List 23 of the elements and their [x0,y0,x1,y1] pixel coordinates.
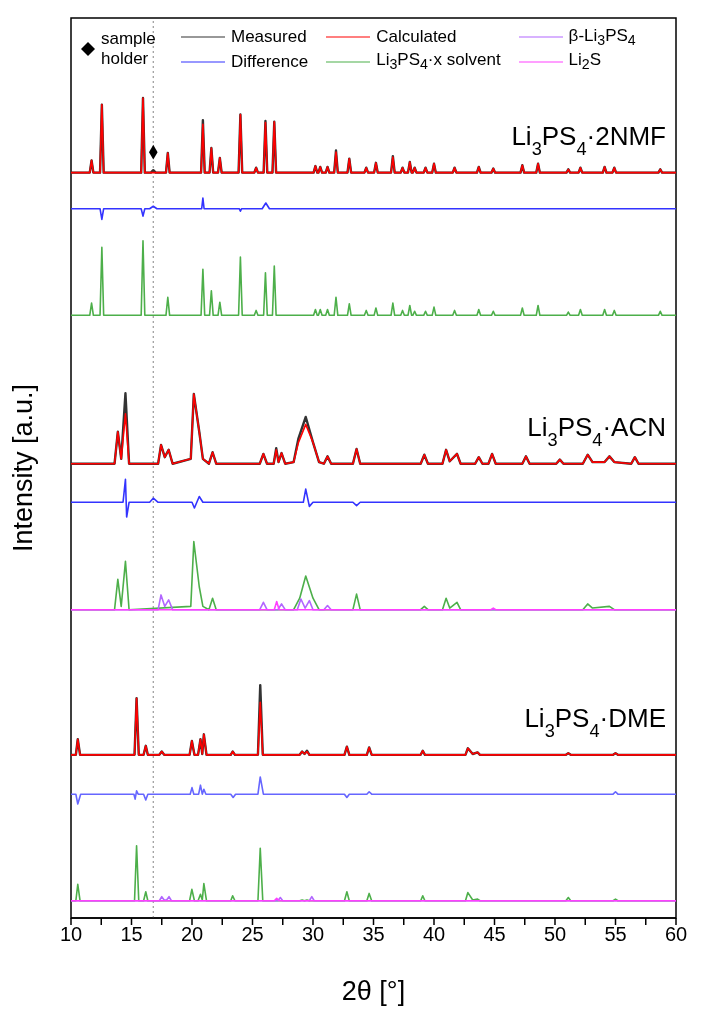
legend-label: β-Li$_{3}$PS$_{4}$ [568,26,636,49]
x-tick-label: 45 [483,923,506,946]
x-tick-label: 60 [664,923,688,946]
x-tick-label: 10 [59,923,83,946]
legend-label: Li$_{3}$PS$_{4}$·x solvent [376,50,501,73]
legend-label: Li$_{2}$S [568,50,602,73]
y-axis-title: Intensity [a.u.] [8,383,38,553]
annotation: Li$_{3}$PS$_{4}$·2NMF [511,120,666,159]
x-tick-label: 35 [362,923,385,946]
x-tick-label: 40 [422,923,446,946]
x-tick-label: 20 [180,923,204,946]
x-tick-label: 55 [604,923,627,946]
legend-label: Calculated [376,27,457,48]
x-tick-label: 15 [120,923,143,946]
legend-label: sample holder [101,29,157,70]
x-tick-label: 50 [543,923,567,946]
x-tick-label: 25 [241,923,264,946]
x-tick-label: 30 [301,923,325,946]
legend-label: Difference [231,51,309,72]
x-axis-title: 2θ [°] [341,976,406,1006]
legend-label: Measured [231,27,307,48]
annotation: Li$_{3}$PS$_{4}$·DME [524,702,666,741]
annotation: Li$_{3}$PS$_{4}$·ACN [527,411,666,450]
